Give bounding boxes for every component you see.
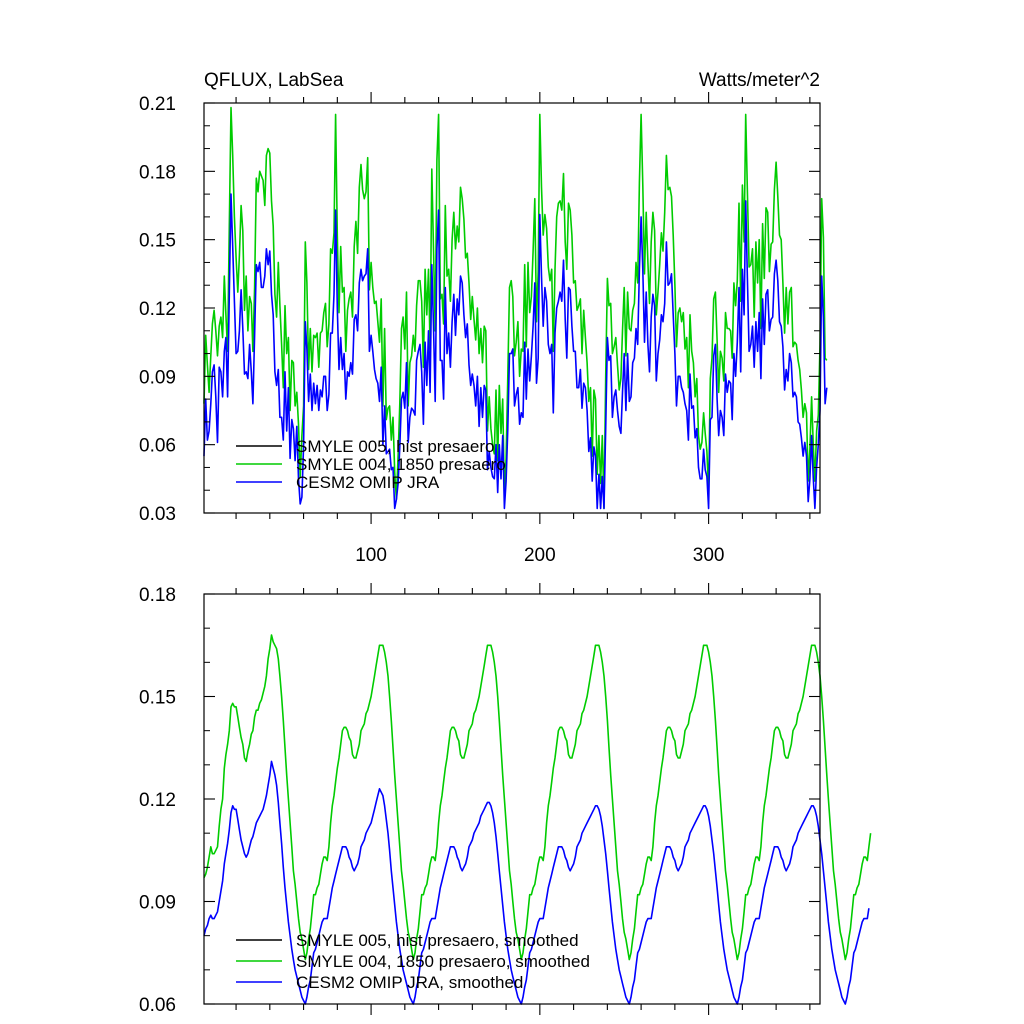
y-tick-label: 0.18	[139, 162, 176, 183]
legend-bottom: SMYLE 005, hist presaero, smoothed SMYLE …	[236, 931, 590, 992]
y-tick-label: 0.06	[139, 436, 176, 457]
legend-label-smyle-005-hist-presaero: SMYLE 005, hist presaero	[296, 437, 494, 456]
y-tick-label: 0.21	[139, 94, 176, 115]
panel-top: QFLUX, LabSea Watts/meter^2 SMYLE 005, h…	[139, 70, 828, 566]
series-line-cesm2-omip-jra	[203, 193, 828, 510]
y-tick-label: 0.06	[139, 995, 176, 1016]
series-line-smyle-004-1850-presaero	[203, 106, 828, 510]
legend-label-cesm2-omip-jra-smoothed: CESM2 OMIP JRA, smoothed	[296, 973, 523, 992]
y-tick-label: 0.12	[139, 790, 176, 811]
y-tick-label: 0.09	[139, 893, 176, 914]
x-tick-label: 100	[355, 545, 387, 566]
x-tick-label: 200	[524, 545, 556, 566]
y-tick-label: 0.03	[139, 504, 176, 525]
y-tick-label: 0.12	[139, 299, 176, 320]
series-line-cesm2-omip-jra-smoothed	[203, 760, 870, 1005]
legend-label-smyle-005-hist-presaero-smoothed: SMYLE 005, hist presaero, smoothed	[296, 931, 579, 950]
legend-label-cesm2-omip-jra: CESM2 OMIP JRA	[296, 473, 440, 492]
legend-label-smyle-004-1850-presaero-smoothed: SMYLE 004, 1850 presaero, smoothed	[296, 952, 590, 971]
x-tick-label: 300	[693, 545, 725, 566]
y-tick-label: 0.15	[139, 688, 176, 709]
chart-units: Watts/meter^2	[699, 70, 820, 91]
ticks-bottom: 0.06 0.09 0.12 0.15 0.18	[139, 583, 820, 1016]
marks-bottom	[203, 634, 872, 1005]
chart-title: QFLUX, LabSea	[204, 70, 344, 91]
panel-bottom: SMYLE 005, hist presaero, smoothed SMYLE …	[139, 583, 872, 1016]
y-tick-label: 0.15	[139, 231, 176, 252]
marks-top	[203, 106, 828, 510]
legend-label-smyle-004-1850-presaero: SMYLE 004, 1850 presaero	[296, 455, 506, 474]
ticks-top: 0.03 0.06 0.09 0.12 0.15 0.18 0.21 100 200 300	[139, 92, 820, 566]
y-tick-label: 0.09	[139, 367, 176, 388]
series-line-smyle-004-1850-presaero-smoothed	[203, 634, 872, 961]
y-tick-label: 0.18	[139, 585, 176, 606]
